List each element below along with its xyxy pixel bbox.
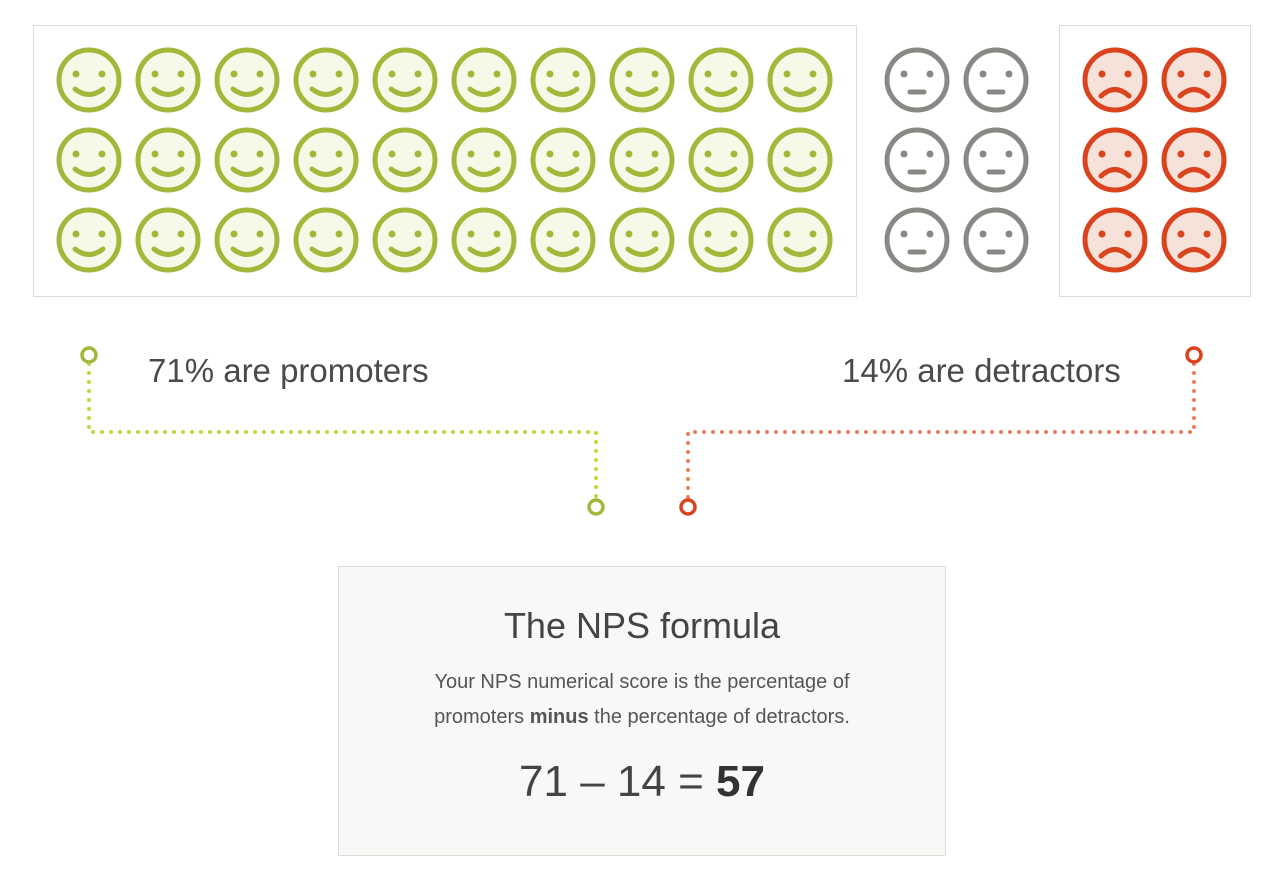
- promoters-label: 71% are promoters: [148, 352, 429, 389]
- promoter-face-icon: [372, 47, 438, 113]
- promoter-face-icon: [451, 47, 517, 113]
- promoter-face-icon: [56, 207, 122, 273]
- passive-face-icon: [884, 207, 950, 273]
- nps-result: 57: [716, 757, 765, 806]
- promoter-face-icon: [609, 47, 675, 113]
- promoter-face-icon: [451, 207, 517, 273]
- promoter-face-icon: [688, 127, 754, 193]
- promoter-face-icon: [609, 207, 675, 273]
- promoter-face-icon: [767, 47, 833, 113]
- detractor-face-icon: [1161, 47, 1227, 113]
- promoter-face-icon: [214, 207, 280, 273]
- detractor-endpoint-icon: [679, 498, 697, 516]
- promoter-face-icon: [372, 207, 438, 273]
- nps-formula-box: The NPS formula Your NPS numerical score…: [338, 566, 946, 856]
- promoter-face-icon: [767, 127, 833, 193]
- promoter-face-icon: [293, 207, 359, 273]
- promoter-endpoint-icon: [80, 346, 98, 364]
- formula-title: The NPS formula: [503, 605, 781, 646]
- promoter-face-icon: [451, 127, 517, 193]
- promoter-face-icon: [56, 47, 122, 113]
- detractor-face-icon: [1082, 207, 1148, 273]
- detractor-face-icon: [1082, 127, 1148, 193]
- detractor-connector: [686, 353, 1196, 509]
- promoter-face-icon: [135, 47, 201, 113]
- passive-face-icon: [963, 127, 1029, 193]
- passive-face-icon: [884, 127, 950, 193]
- desc-line1: Your NPS numerical score is the percenta…: [434, 671, 850, 693]
- promoter-face-icon: [293, 127, 359, 193]
- passive-face-icon: [963, 207, 1029, 273]
- formula-equation: 71 – 14 = 57: [339, 757, 945, 807]
- promoter-face-icon: [530, 47, 596, 113]
- promoter-endpoint-icon: [587, 498, 605, 516]
- promoter-face-icon: [609, 127, 675, 193]
- passive-face-icon: [963, 47, 1029, 113]
- detractor-face-icon: [1161, 127, 1227, 193]
- passive-face-icon: [884, 47, 950, 113]
- promoter-face-icon: [767, 207, 833, 273]
- promoter-face-icon: [530, 127, 596, 193]
- detractor-face-icon: [1082, 47, 1148, 113]
- desc-post: the percentage of detractors.: [588, 706, 850, 728]
- detractors-label: 14% are detractors: [842, 352, 1121, 389]
- promoter-face-icon: [688, 47, 754, 113]
- detractor-face-icon: [1161, 207, 1227, 273]
- promoter-face-icon: [135, 127, 201, 193]
- formula-description: Your NPS numerical score is the percenta…: [339, 665, 945, 735]
- promoter-connector: [87, 353, 598, 509]
- promoter-face-icon: [214, 127, 280, 193]
- promoter-face-icon: [56, 127, 122, 193]
- promoter-face-icon: [135, 207, 201, 273]
- promoter-face-icon: [214, 47, 280, 113]
- promoter-face-icon: [688, 207, 754, 273]
- promoter-face-icon: [293, 47, 359, 113]
- detractor-endpoint-icon: [1185, 346, 1203, 364]
- promoter-face-icon: [372, 127, 438, 193]
- desc-bold: minus: [529, 706, 589, 728]
- desc-pre: promoters: [434, 706, 530, 728]
- equation-text: 71 – 14 =: [519, 757, 716, 806]
- promoter-face-icon: [530, 207, 596, 273]
